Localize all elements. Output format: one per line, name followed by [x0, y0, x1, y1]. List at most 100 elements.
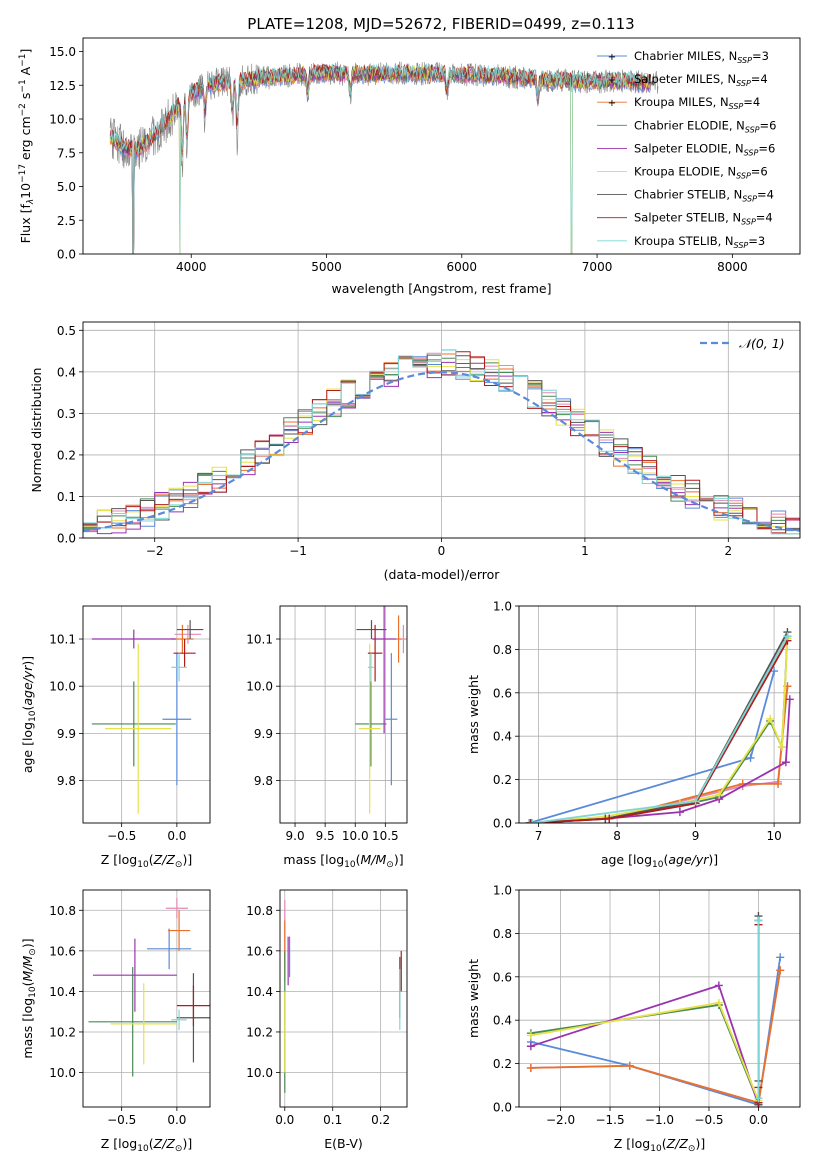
panel-weight-vs-z: −2.0 −1.5 −1.0 −0.5 0.0 0.0 0.2 0.4 0.6 0.8 1.0 Z [… [466, 884, 801, 1154]
plot-area [83, 349, 800, 538]
x-tick-label: 10.5 [372, 829, 399, 843]
y-tick-label: 10.1 [49, 633, 76, 647]
model-spectrum-salpeter-stelib [109, 63, 651, 254]
y-tick-label: 1.0 [493, 884, 512, 898]
panel-age-vs-z: −0.5 0.0 9.8 9.9 10.0 10.1 Z [log10(Z/Z⊙)] age … [20, 605, 211, 870]
y-tick-label: 10.8 [49, 904, 76, 918]
weight-marker [625, 1061, 634, 1070]
y-tick-label: 0.6 [493, 970, 512, 984]
x-tick-label: 1 [581, 544, 589, 558]
weight-marker [675, 808, 684, 817]
weight-marker [781, 758, 790, 767]
weight-marker [526, 1042, 535, 1051]
weight-line-salpeter-miles [530, 970, 782, 1104]
y-tick-label: 10.4 [49, 985, 76, 999]
weight-marker [528, 819, 537, 823]
y-tick-label: 10.0 [49, 680, 76, 694]
y-tick-label: 9.8 [254, 774, 273, 788]
model-spectrum-salpeter-miles [109, 67, 651, 254]
legend-marker: + [608, 75, 616, 86]
y-tick-label: 7.5 [57, 146, 76, 160]
weight-line-kroupa-stelib [532, 635, 789, 823]
weight-marker [766, 714, 775, 723]
x-tick-label: 0.0 [275, 1113, 294, 1127]
y-axis-label: mass weight [466, 675, 481, 754]
plot-area [355, 606, 407, 814]
weight-marker [754, 916, 763, 925]
y-tick-label: 0.6 [493, 686, 512, 700]
x-axis-label: age [log10(age/yr)] [601, 852, 718, 870]
weight-marker [526, 1063, 535, 1072]
panel-weight-vs-age: 7 8 9 10 0.0 0.2 0.4 0.6 0.8 1.0 age [log10(age/yr… [466, 600, 801, 870]
y-tick-label: 9.9 [254, 727, 273, 741]
weight-line-kroupa-elodie [530, 920, 760, 1102]
x-tick-label: 8000 [717, 260, 748, 274]
weight-marker [770, 667, 779, 676]
y-tick-label: 5.0 [57, 180, 76, 194]
x-tick-label: 2 [724, 544, 732, 558]
model-spectrum-chabrier-elodie [109, 66, 651, 254]
plot-area [91, 620, 204, 814]
weight-marker [526, 1031, 535, 1040]
y-tick-label: 0.1 [57, 490, 76, 504]
x-tick-label: 5000 [311, 260, 342, 274]
y-tick-label: 10.2 [49, 1025, 76, 1039]
axes-frame [82, 889, 211, 1108]
legend-label: Kroupa STELIB, NSSP=3 [634, 234, 765, 250]
y-axis-label: Normed distribution [29, 368, 44, 493]
x-tick-label: 7 [535, 829, 543, 843]
y-tick-label: 10.0 [246, 1066, 273, 1080]
x-tick-label: 0 [438, 544, 446, 558]
axes-frame [279, 889, 408, 1108]
weight-marker [776, 966, 785, 975]
y-tick-label: 0.2 [493, 1057, 512, 1071]
x-axis-label: Z [log10(Z/Z⊙)] [101, 852, 192, 870]
y-tick-label: 9.9 [57, 727, 76, 741]
x-tick-label: −0.5 [107, 1113, 136, 1127]
y-tick-label: 10.2 [246, 1025, 273, 1039]
weight-line-chabrier-stelib [530, 631, 789, 823]
weight-marker [525, 819, 534, 823]
x-axis-label: Z [log10(Z/Z⊙)] [614, 1136, 705, 1154]
x-tick-label: 7000 [582, 260, 613, 274]
weight-marker [714, 998, 723, 1007]
y-axis-label: mass [log10(M/M⊙)] [20, 938, 38, 1058]
x-tick-label: 9.0 [286, 829, 305, 843]
y-tick-label: 0.4 [493, 1014, 512, 1028]
legend-label: Chabrier ELODIE, NSSP=6 [634, 118, 776, 134]
axes-frame [82, 37, 801, 255]
y-tick-label: 10.0 [49, 113, 76, 127]
y-tick-label: 10.8 [246, 904, 273, 918]
x-tick-label: 0.0 [749, 1113, 768, 1127]
axes-frame [82, 605, 211, 824]
legend-label: Salpeter MILES, NSSP=4 [634, 72, 768, 88]
y-tick-label: 0.2 [493, 773, 512, 787]
y-tick-label: 0.0 [493, 1101, 512, 1115]
panel-residuals: −2 −1 0 1 2 0.0 0.1 0.2 0.3 0.4 0.5 𝒩(0, 1) (data-mo… [29, 321, 801, 582]
plot-area [109, 61, 659, 254]
x-axis-label: wavelength [Angstrom, rest frame] [331, 281, 551, 296]
x-tick-label: 0.2 [371, 1113, 390, 1127]
x-tick-label: 8 [613, 829, 621, 843]
plot-area [284, 900, 402, 1093]
normal-curve-line [83, 371, 800, 532]
histogram-chabrier-stelib [83, 354, 800, 538]
x-tick-label: 4000 [176, 260, 207, 274]
legend-label: Kroupa MILES, NSSP=4 [634, 95, 760, 111]
weight-marker [605, 814, 614, 823]
panel-mass-vs-ebv: 0.0 0.1 0.2 10.0 10.2 10.4 10.6 10.8 E(B-V) [246, 889, 408, 1151]
y-tick-label: 0.4 [493, 730, 512, 744]
weight-marker [776, 953, 785, 962]
x-tick-label: 0.1 [323, 1113, 342, 1127]
y-tick-label: 10.0 [246, 680, 273, 694]
weight-marker [754, 1094, 763, 1103]
y-tick-label: 0.0 [57, 248, 76, 262]
y-tick-label: 9.8 [57, 774, 76, 788]
weight-marker [785, 695, 794, 704]
weight-line-chabrier-miles [528, 670, 775, 823]
y-tick-label: 10.4 [246, 985, 273, 999]
legend-label: Salpeter STELIB, NSSP=4 [634, 211, 773, 227]
spectrum-legend: + Chabrier MILES, NSSP=3 + Salpeter MILES, … [597, 49, 776, 250]
